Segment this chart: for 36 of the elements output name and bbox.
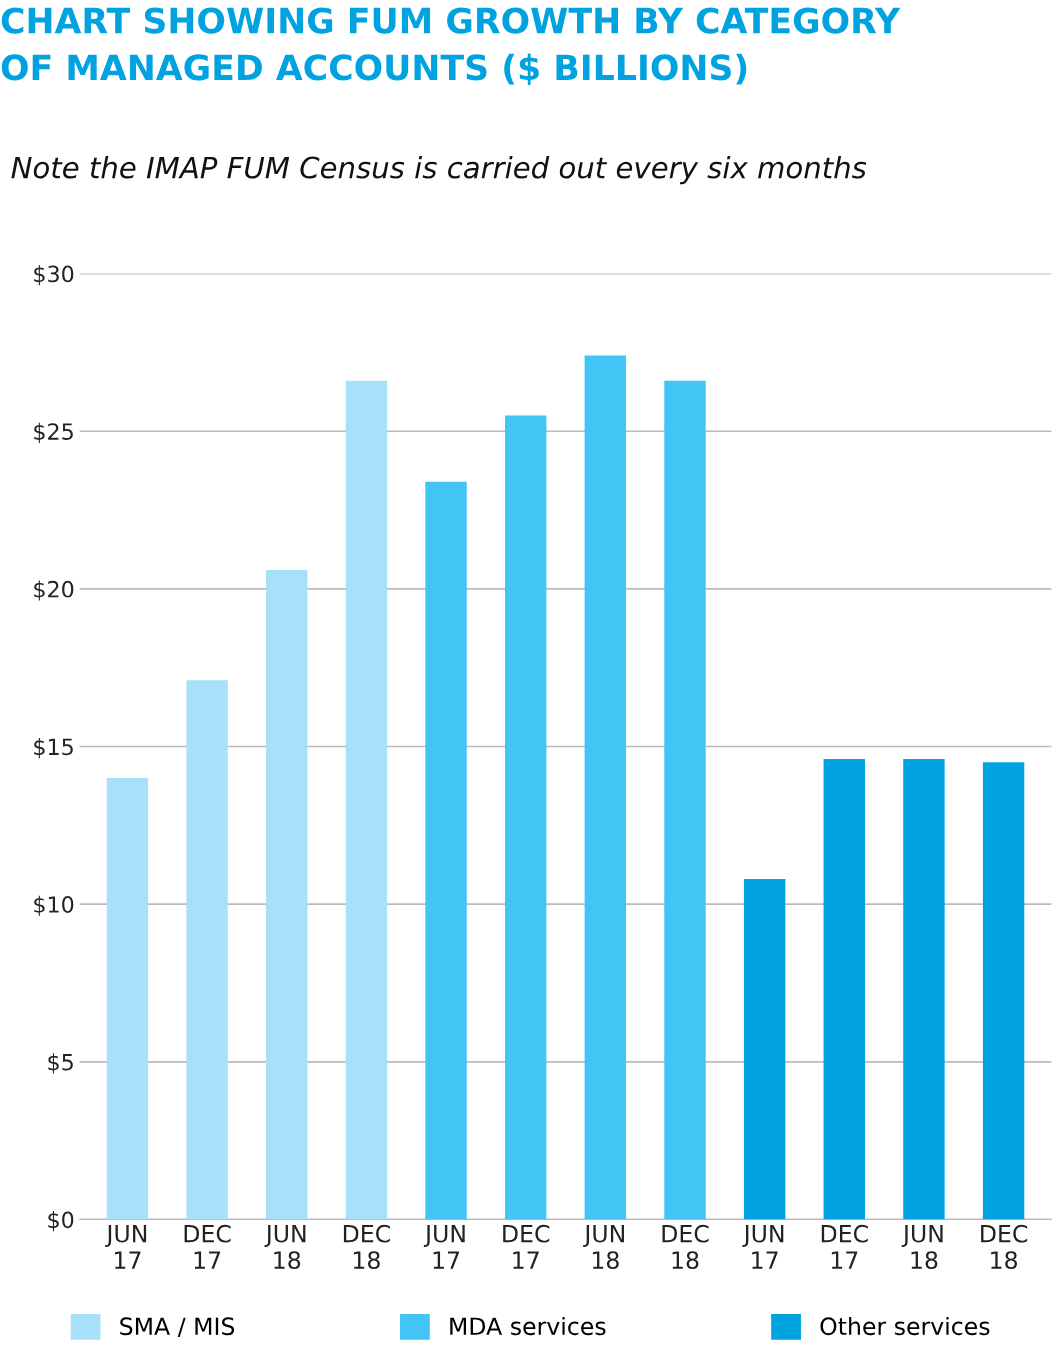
bar bbox=[266, 569, 308, 1220]
x-tick-label: JUN 18 bbox=[583, 1225, 624, 1270]
bar bbox=[664, 380, 706, 1220]
legend-label: Other services bbox=[820, 1316, 990, 1336]
x-tick-label: JUN 17 bbox=[105, 1225, 147, 1269]
x-tick-label: DEC 17 bbox=[184, 1224, 231, 1269]
x-tick-label: JUN 18 bbox=[264, 1225, 306, 1270]
bar bbox=[425, 481, 467, 1220]
legend-label: SMA / MIS bbox=[120, 1317, 235, 1338]
bar bbox=[823, 759, 865, 1220]
x-tick-label: DEC 18 bbox=[662, 1224, 709, 1270]
y-tick-label: $30 bbox=[34, 265, 74, 286]
bar bbox=[903, 759, 945, 1220]
y-tick-label: $5 bbox=[48, 1053, 73, 1074]
y-tick-label: $0 bbox=[48, 1211, 74, 1232]
x-tick-label: JUN 18 bbox=[901, 1225, 943, 1270]
chart-subtitle: Note the IMAP FUM Census is carried out every six months bbox=[11, 156, 867, 185]
legend-label: MDA services bbox=[450, 1316, 606, 1336]
y-tick-label: $15 bbox=[34, 738, 73, 759]
bar bbox=[345, 380, 388, 1220]
y-tick-label: $25 bbox=[34, 422, 73, 443]
bar bbox=[106, 778, 149, 1220]
bar bbox=[186, 680, 228, 1220]
x-tick-label: DEC 17 bbox=[821, 1224, 868, 1269]
bar bbox=[743, 878, 786, 1220]
x-tick-label: DEC 18 bbox=[981, 1224, 1028, 1270]
y-tick-label: $10 bbox=[34, 895, 74, 916]
y-tick-label: $20 bbox=[34, 580, 74, 601]
x-tick-label: JUN 17 bbox=[742, 1225, 784, 1269]
x-tick-label: DEC 17 bbox=[503, 1224, 550, 1269]
chart-title: CHART SHOWING FUM GROWTH BY CATEGORY OF MANAGED ACCOUNTS ($ BILLIONS) bbox=[1, 7, 901, 86]
bar bbox=[504, 415, 547, 1220]
bar bbox=[584, 355, 627, 1220]
x-tick-label: DEC 18 bbox=[343, 1224, 390, 1270]
bar bbox=[982, 762, 1025, 1220]
x-tick-label: JUN 17 bbox=[423, 1225, 465, 1269]
